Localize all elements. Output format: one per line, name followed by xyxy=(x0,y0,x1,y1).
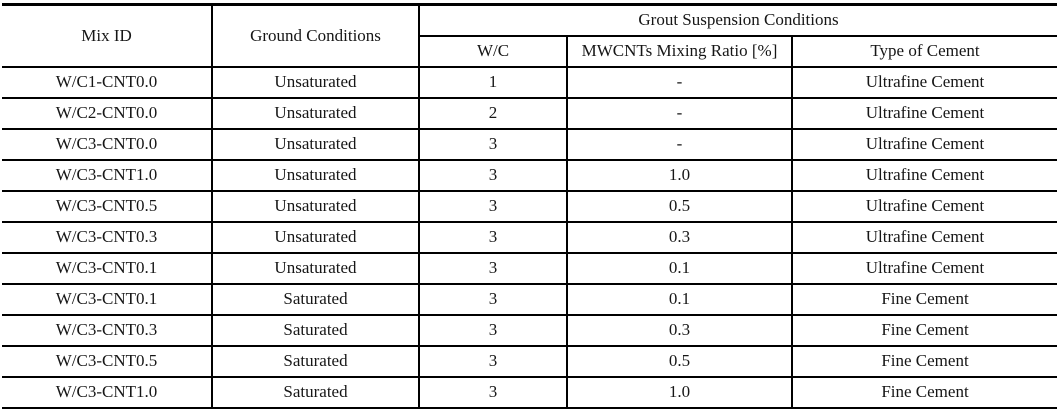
cell-ground-conditions: Saturated xyxy=(211,283,420,316)
table-row: W/C3-CNT0.1 Saturated 3 0.1 Fine Cement xyxy=(2,283,1057,316)
cell-ground-conditions: Unsaturated xyxy=(211,128,420,161)
table-row: W/C3-CNT0.5 Unsaturated 3 0.5 Ultrafine … xyxy=(2,190,1057,223)
cell-mix-id: W/C1-CNT0.0 xyxy=(2,66,213,99)
cell-mix-id: W/C3-CNT1.0 xyxy=(2,376,213,409)
cell-cement-type: Fine Cement xyxy=(791,283,1057,316)
cell-mix-id: W/C3-CNT0.1 xyxy=(2,283,213,316)
cell-ground-conditions: Unsaturated xyxy=(211,252,420,285)
table-row: W/C3-CNT1.0 Unsaturated 3 1.0 Ultrafine … xyxy=(2,159,1057,192)
column-header-mwcnts-mixing-ratio: MWCNTs Mixing Ratio [%] xyxy=(566,35,793,68)
cell-cement-type: Ultrafine Cement xyxy=(791,159,1057,192)
cell-ground-conditions: Saturated xyxy=(211,376,420,409)
table-body: W/C1-CNT0.0 Unsaturated 1 - Ultrafine Ce… xyxy=(2,66,1057,409)
cell-mix-id: W/C3-CNT0.1 xyxy=(2,252,213,285)
cell-cement-type: Ultrafine Cement xyxy=(791,66,1057,99)
cell-cement-type: Ultrafine Cement xyxy=(791,190,1057,223)
grout-suspension-conditions-table: Mix ID Ground Conditions Grout Suspensio… xyxy=(2,3,1057,409)
cell-cement-type: Ultrafine Cement xyxy=(791,128,1057,161)
table-row: W/C1-CNT0.0 Unsaturated 1 - Ultrafine Ce… xyxy=(2,66,1057,99)
table-row: W/C3-CNT0.0 Unsaturated 3 - Ultrafine Ce… xyxy=(2,128,1057,161)
cell-ground-conditions: Unsaturated xyxy=(211,66,420,99)
cell-ground-conditions: Unsaturated xyxy=(211,159,420,192)
header-row-sub: W/C MWCNTs Mixing Ratio [%] Type of Ceme… xyxy=(2,35,1057,68)
table-row: W/C3-CNT0.3 Saturated 3 0.3 Fine Cement xyxy=(2,314,1057,347)
cell-cement-type: Ultrafine Cement xyxy=(791,221,1057,254)
cell-ground-conditions: Saturated xyxy=(211,345,420,378)
cell-mwcnts-ratio: 0.5 xyxy=(566,345,793,378)
cell-mix-id: W/C3-CNT1.0 xyxy=(2,159,213,192)
cell-mwcnts-ratio: 1.0 xyxy=(566,376,793,409)
cell-wc: 3 xyxy=(418,190,568,223)
cell-mwcnts-ratio: - xyxy=(566,97,793,130)
column-header-mix-id: Mix ID xyxy=(2,3,213,68)
cell-wc: 3 xyxy=(418,283,568,316)
table-row: W/C2-CNT0.0 Unsaturated 2 - Ultrafine Ce… xyxy=(2,97,1057,130)
cell-cement-type: Ultrafine Cement xyxy=(791,97,1057,130)
column-header-ground-conditions: Ground Conditions xyxy=(211,3,420,68)
cell-ground-conditions: Unsaturated xyxy=(211,97,420,130)
cell-mwcnts-ratio: - xyxy=(566,66,793,99)
cell-wc: 3 xyxy=(418,345,568,378)
table-row: W/C3-CNT0.5 Saturated 3 0.5 Fine Cement xyxy=(2,345,1057,378)
table-row: W/C3-CNT0.1 Unsaturated 3 0.1 Ultrafine … xyxy=(2,252,1057,285)
cell-mix-id: W/C3-CNT0.5 xyxy=(2,190,213,223)
cell-ground-conditions: Unsaturated xyxy=(211,190,420,223)
cell-ground-conditions: Unsaturated xyxy=(211,221,420,254)
cell-mwcnts-ratio: 0.1 xyxy=(566,283,793,316)
cell-mwcnts-ratio: - xyxy=(566,128,793,161)
cell-mix-id: W/C3-CNT0.3 xyxy=(2,221,213,254)
table-row: W/C3-CNT0.3 Unsaturated 3 0.3 Ultrafine … xyxy=(2,221,1057,254)
cell-wc: 3 xyxy=(418,128,568,161)
cell-mix-id: W/C3-CNT0.5 xyxy=(2,345,213,378)
column-header-type-of-cement: Type of Cement xyxy=(791,35,1057,68)
table-row: W/C3-CNT1.0 Saturated 3 1.0 Fine Cement xyxy=(2,376,1057,409)
cell-cement-type: Fine Cement xyxy=(791,345,1057,378)
cell-wc: 3 xyxy=(418,314,568,347)
cell-wc: 3 xyxy=(418,221,568,254)
cell-mix-id: W/C2-CNT0.0 xyxy=(2,97,213,130)
cell-mwcnts-ratio: 1.0 xyxy=(566,159,793,192)
cell-cement-type: Fine Cement xyxy=(791,314,1057,347)
cell-cement-type: Ultrafine Cement xyxy=(791,252,1057,285)
cell-mwcnts-ratio: 0.3 xyxy=(566,221,793,254)
table-header: Mix ID Ground Conditions Grout Suspensio… xyxy=(2,3,1057,68)
cell-ground-conditions: Saturated xyxy=(211,314,420,347)
cell-mwcnts-ratio: 0.3 xyxy=(566,314,793,347)
cell-mwcnts-ratio: 0.1 xyxy=(566,252,793,285)
cell-mwcnts-ratio: 0.5 xyxy=(566,190,793,223)
cell-mix-id: W/C3-CNT0.0 xyxy=(2,128,213,161)
cell-wc: 2 xyxy=(418,97,568,130)
cell-wc: 3 xyxy=(418,252,568,285)
cell-mix-id: W/C3-CNT0.3 xyxy=(2,314,213,347)
column-group-header-grout-suspension-conditions: Grout Suspension Conditions xyxy=(418,3,1057,37)
column-header-wc: W/C xyxy=(419,35,568,68)
header-row-group: Mix ID Ground Conditions Grout Suspensio… xyxy=(2,3,1057,68)
cell-wc: 3 xyxy=(418,376,568,409)
cell-wc: 1 xyxy=(418,66,568,99)
cell-wc: 3 xyxy=(418,159,568,192)
cell-cement-type: Fine Cement xyxy=(791,376,1057,409)
